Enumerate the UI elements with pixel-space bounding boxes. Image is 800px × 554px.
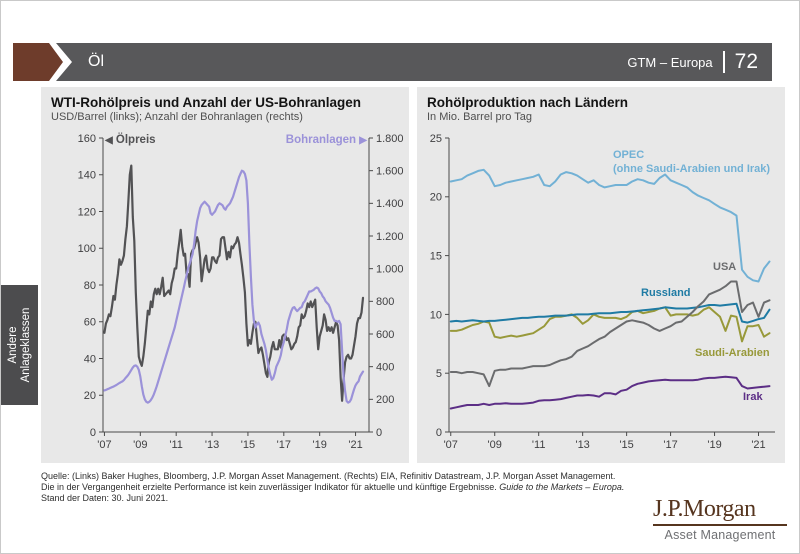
svg-text:0: 0	[436, 427, 442, 439]
right-chart-svg: 0 5 10 15 20 25 '07 '09 '11 '13 '15 '17 '19 '21	[430, 133, 775, 451]
svg-text:1.000: 1.000	[376, 264, 404, 276]
svg-text:15: 15	[430, 250, 442, 262]
right-chart-title: Rohölproduktion nach Ländern	[427, 95, 628, 110]
left-chart-svg: 0 20 40 60 80 100 120 140 160 0 200 400 600 800 1.000 1…	[78, 133, 404, 451]
svg-text:'17: '17	[663, 439, 677, 451]
left-chart-subtitle: USD/Barrel (links); Anzahl der Bohranlag…	[51, 111, 303, 123]
series-label-irak: Irak	[743, 391, 763, 403]
svg-text:'07: '07	[444, 439, 458, 451]
right-chart-subtitle: In Mio. Barrel pro Tag	[427, 111, 532, 123]
series-label-opec: OPEC (ohne Saudi-Arabien und Irak)	[613, 148, 770, 176]
left-chart-area: 0 20 40 60 80 100 120 140 160 0 200 400 600 800 1.000 1…	[41, 126, 409, 456]
svg-text:100: 100	[78, 243, 96, 255]
header-separator	[722, 51, 725, 73]
sidebar-label: Andere Anlageklassen	[7, 308, 33, 383]
svg-text:80: 80	[84, 280, 96, 292]
series-label-opec-line1: OPEC	[613, 149, 645, 161]
series-label-opec-line2: (ohne Saudi-Arabien und Irak)	[613, 163, 771, 175]
svg-text:1.800: 1.800	[376, 133, 404, 145]
svg-text:120: 120	[78, 206, 96, 218]
svg-text:'19: '19	[313, 439, 327, 451]
svg-text:'17: '17	[277, 439, 291, 451]
svg-text:600: 600	[376, 329, 394, 341]
svg-text:10: 10	[430, 309, 442, 321]
svg-text:'09: '09	[488, 439, 502, 451]
footer-line3: Stand der Daten: 30. Juni 2021.	[41, 493, 169, 503]
left-arrow-icon: ◀	[105, 135, 113, 146]
logo-division: Asset Management	[664, 528, 776, 542]
svg-text:800: 800	[376, 296, 394, 308]
rig-count-legend-label: Bohranlagen	[285, 134, 357, 146]
left-chart-panel: WTI-Rohölpreis und Anzahl der US-Bohranl…	[41, 87, 409, 463]
right-chart-panel: Rohölproduktion nach Ländern In Mio. Bar…	[417, 87, 785, 463]
right-chart-area: 0 5 10 15 20 25 '07 '09 '11 '13 '15 '17 '19 '21 OPEC …	[417, 126, 785, 456]
footer-line2: Die in der Vergangenheit erzielte Perfor…	[41, 482, 649, 493]
oil-price-legend-label: Ölpreis	[115, 134, 156, 146]
svg-text:400: 400	[376, 362, 394, 374]
jpmorgan-logo: J.P.Morgan Asset Management	[653, 496, 787, 542]
footer-line2-italic: Guide to the Markets – Europa.	[499, 482, 625, 492]
svg-text:200: 200	[376, 394, 394, 406]
section-title: Öl	[88, 53, 104, 70]
svg-text:20: 20	[84, 390, 96, 402]
svg-text:1.600: 1.600	[376, 166, 404, 178]
sidebar-label-line2: Anlageklassen	[19, 307, 32, 383]
sidebar-label-line1: Andere	[6, 326, 19, 364]
svg-text:'07: '07	[97, 439, 111, 451]
left-chart-title: WTI-Rohölpreis und Anzahl der US-Bohranl…	[51, 95, 361, 110]
gtm-label: GTM – Europa	[627, 54, 713, 70]
svg-text:'21: '21	[348, 439, 362, 451]
svg-text:60: 60	[84, 317, 96, 329]
source-note: Quelle: (Links) Baker Hughes, Bloomberg,…	[41, 471, 649, 504]
svg-text:'11: '11	[169, 439, 183, 451]
svg-text:'13: '13	[575, 439, 589, 451]
footer-line1: Quelle: (Links) Baker Hughes, Bloomberg,…	[41, 471, 616, 481]
svg-text:'13: '13	[205, 439, 219, 451]
svg-text:'11: '11	[532, 439, 546, 451]
svg-text:20: 20	[430, 192, 442, 204]
svg-text:'21: '21	[751, 439, 765, 451]
series-label-russland: Russland	[641, 287, 691, 299]
svg-text:'15: '15	[241, 439, 255, 451]
series-label-usa: USA	[713, 261, 737, 273]
logo-wordmark: J.P.Morgan	[653, 496, 787, 526]
svg-text:1.400: 1.400	[376, 198, 404, 210]
section-chevron-icon	[13, 43, 63, 81]
svg-text:0: 0	[376, 427, 382, 439]
svg-text:5: 5	[436, 368, 442, 380]
svg-text:'15: '15	[619, 439, 633, 451]
header-right: GTM – Europa 72	[627, 50, 758, 74]
svg-text:0: 0	[90, 427, 96, 439]
footer-line2-text: Die in der Vergangenheit erzielte Perfor…	[41, 482, 497, 492]
sidebar-tab: Andere Anlageklassen	[1, 285, 38, 405]
page-number: 72	[734, 50, 758, 73]
svg-text:160: 160	[78, 133, 96, 145]
svg-text:25: 25	[430, 133, 442, 145]
svg-text:'19: '19	[707, 439, 721, 451]
svg-text:140: 140	[78, 170, 96, 182]
svg-text:'09: '09	[133, 439, 147, 451]
oil-price-legend: ◀ Ölpreis	[105, 134, 156, 146]
svg-text:1.200: 1.200	[376, 231, 404, 243]
rig-count-legend: Bohranlagen ▶	[286, 134, 367, 146]
right-arrow-icon: ▶	[359, 135, 367, 146]
series-label-saudi-arabien: Saudi-Arabien	[695, 347, 770, 359]
svg-text:40: 40	[84, 353, 96, 365]
header-bar: Öl GTM – Europa 72	[56, 43, 772, 81]
